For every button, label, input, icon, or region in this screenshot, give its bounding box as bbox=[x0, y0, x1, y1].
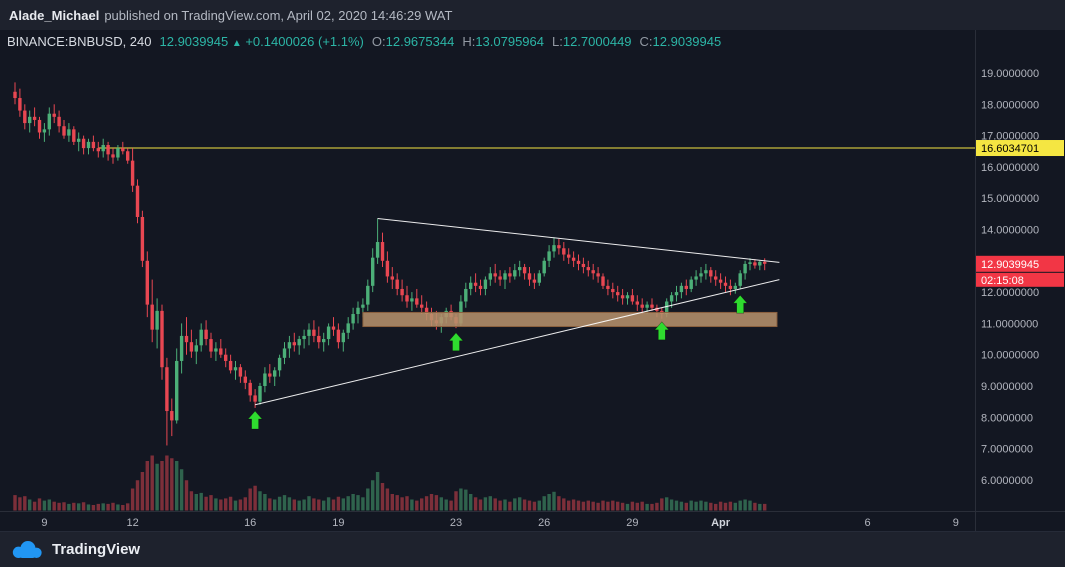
up-arrow-icon[interactable] bbox=[654, 321, 670, 341]
brand-name: TradingView bbox=[52, 541, 141, 558]
svg-text:12: 12 bbox=[126, 517, 138, 529]
candles-layer bbox=[13, 82, 767, 446]
attribution-bar: Alade_Michael published on TradingView.c… bbox=[0, 0, 1065, 30]
up-arrow-icon[interactable] bbox=[448, 332, 464, 352]
svg-text:17.0000000: 17.0000000 bbox=[981, 131, 1039, 143]
tradingview-cloud-logo-icon[interactable] bbox=[10, 538, 44, 561]
chart-area[interactable]: 19.0000000 18.0000000 17.0000000 16.0000000… bbox=[0, 30, 1065, 531]
svg-text:6: 6 bbox=[865, 517, 871, 529]
svg-text:Apr: Apr bbox=[711, 517, 731, 529]
svg-text:16: 16 bbox=[244, 517, 256, 529]
last-price: 12.9039945 bbox=[159, 34, 229, 49]
bar-countdown-label bbox=[976, 272, 1064, 287]
author-name: Alade_Michael bbox=[9, 7, 100, 23]
svg-text:26: 26 bbox=[538, 517, 550, 529]
symbol-interval[interactable]: BINANCE:BNBUSD, 240 bbox=[7, 34, 152, 49]
high-label: H: bbox=[462, 34, 476, 49]
ascending-support-trendline[interactable] bbox=[254, 279, 780, 406]
svg-text:19.0000000: 19.0000000 bbox=[981, 68, 1039, 80]
svg-text:9: 9 bbox=[41, 517, 47, 529]
high-value: 13.0795964 bbox=[475, 34, 544, 49]
up-arrow-icon[interactable] bbox=[247, 410, 263, 430]
time-axis[interactable]: 9 12 16 19 23 26 29 Apr 6 9 bbox=[41, 517, 959, 529]
chart-canvas[interactable]: 19.0000000 18.0000000 17.0000000 16.0000000… bbox=[0, 30, 1065, 531]
svg-text:12.9039945: 12.9039945 bbox=[981, 259, 1039, 271]
support-zone[interactable] bbox=[362, 311, 778, 328]
svg-text:10.0000000: 10.0000000 bbox=[981, 350, 1039, 362]
svg-text:23: 23 bbox=[450, 517, 462, 529]
svg-text:7.0000000: 7.0000000 bbox=[981, 444, 1033, 456]
open-value: 12.9675344 bbox=[385, 34, 455, 49]
svg-text:14.0000000: 14.0000000 bbox=[981, 225, 1039, 237]
price-axis[interactable]: 19.0000000 18.0000000 17.0000000 16.0000000… bbox=[976, 68, 1064, 487]
yellow-price-label bbox=[976, 140, 1064, 157]
svg-text:16.6034701: 16.6034701 bbox=[981, 143, 1039, 155]
low-label: L: bbox=[552, 34, 563, 49]
svg-text:18.0000000: 18.0000000 bbox=[981, 99, 1039, 111]
footer-bar: TradingView bbox=[0, 531, 1065, 567]
svg-text:16.0000000: 16.0000000 bbox=[981, 162, 1039, 174]
svg-text:11.0000000: 11.0000000 bbox=[981, 318, 1038, 330]
last-price-label bbox=[976, 255, 1064, 272]
low-value: 12.7000449 bbox=[562, 34, 632, 49]
svg-text:29: 29 bbox=[626, 517, 638, 529]
svg-text:12.0000000: 12.0000000 bbox=[981, 287, 1039, 299]
change-value: +0.1400026 (+1.1%) bbox=[245, 34, 364, 49]
svg-text:6.0000000: 6.0000000 bbox=[981, 475, 1033, 487]
svg-text:02:15:08: 02:15:08 bbox=[981, 275, 1024, 287]
svg-text:9: 9 bbox=[953, 517, 959, 529]
svg-text:8.0000000: 8.0000000 bbox=[981, 412, 1033, 424]
open-label: O: bbox=[371, 34, 386, 49]
svg-text:19: 19 bbox=[332, 517, 344, 529]
svg-text:15.0000000: 15.0000000 bbox=[981, 193, 1039, 205]
volume-layer bbox=[13, 455, 767, 511]
svg-text:9.0000000: 9.0000000 bbox=[981, 381, 1033, 393]
up-arrow-icon[interactable] bbox=[732, 294, 748, 314]
publish-info: published on TradingView.com, April 02, … bbox=[104, 7, 453, 23]
descending-resistance-trendline[interactable] bbox=[377, 218, 780, 263]
close-label: C: bbox=[639, 34, 653, 49]
change-up-arrow-icon: ▲ bbox=[231, 38, 242, 49]
ohlc-legend: BINANCE:BNBUSD, 240 12.9039945 ▲ +0.14000… bbox=[7, 34, 721, 51]
close-value: 12.9039945 bbox=[652, 34, 722, 49]
